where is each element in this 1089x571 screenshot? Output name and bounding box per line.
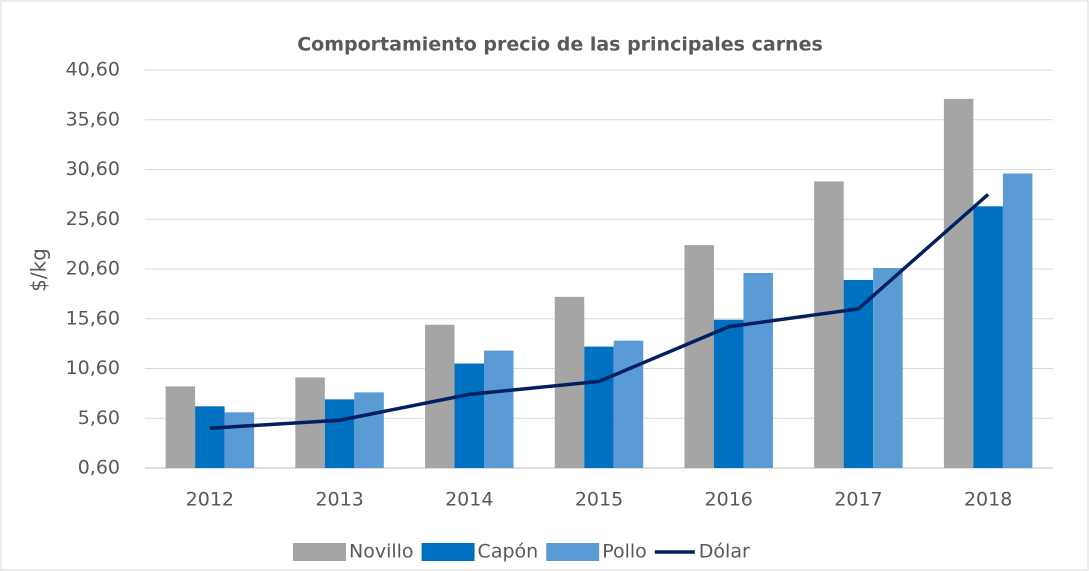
y-axis-label: $/kg xyxy=(27,248,51,292)
line xyxy=(209,193,990,430)
bar xyxy=(684,245,714,468)
legend-swatch xyxy=(546,543,600,561)
x-tick-label: 2015 xyxy=(575,489,623,511)
chart-title: Comportamiento precio de las principales… xyxy=(297,34,823,56)
x-tick-label: 2014 xyxy=(445,489,493,511)
bar xyxy=(425,324,455,468)
y-tick-label: 30,60 xyxy=(66,158,120,180)
bar xyxy=(713,319,744,468)
y-tick-label: 20,60 xyxy=(66,258,120,280)
x-tick-label: 2012 xyxy=(186,489,234,511)
bar xyxy=(943,98,974,468)
y-tick-label: 40,60 xyxy=(66,59,120,81)
bar xyxy=(354,392,384,468)
bar xyxy=(814,181,844,468)
x-tick-label: 2013 xyxy=(315,489,363,511)
bar xyxy=(613,340,644,468)
legend-swatch xyxy=(421,543,475,561)
legend-label: Capón xyxy=(478,541,539,563)
legend-label: Dólar xyxy=(699,541,750,563)
bar xyxy=(484,350,514,468)
bar xyxy=(873,268,903,468)
x-tick-label: 2016 xyxy=(705,489,753,511)
bar xyxy=(454,363,485,468)
bar xyxy=(973,206,1003,468)
y-tick-label: 10,60 xyxy=(66,357,120,379)
x-tick-label: 2017 xyxy=(834,489,882,511)
legend-label: Novillo xyxy=(349,541,414,563)
legend-label: Pollo xyxy=(602,541,647,563)
bar xyxy=(224,412,255,468)
bar xyxy=(1002,173,1033,469)
y-tick-label: 5,60 xyxy=(78,407,120,429)
bar xyxy=(324,399,355,468)
y-tick-label: 35,60 xyxy=(66,108,120,130)
bar xyxy=(195,406,225,468)
x-tick-label: 2018 xyxy=(964,489,1012,511)
bar xyxy=(743,272,773,468)
y-tick-label: 15,60 xyxy=(66,307,120,329)
y-tick-label: 25,60 xyxy=(66,208,120,230)
bar xyxy=(584,346,614,468)
bar xyxy=(165,386,196,468)
y-tick-label: 0,60 xyxy=(78,457,120,479)
legend-swatch xyxy=(293,543,346,561)
